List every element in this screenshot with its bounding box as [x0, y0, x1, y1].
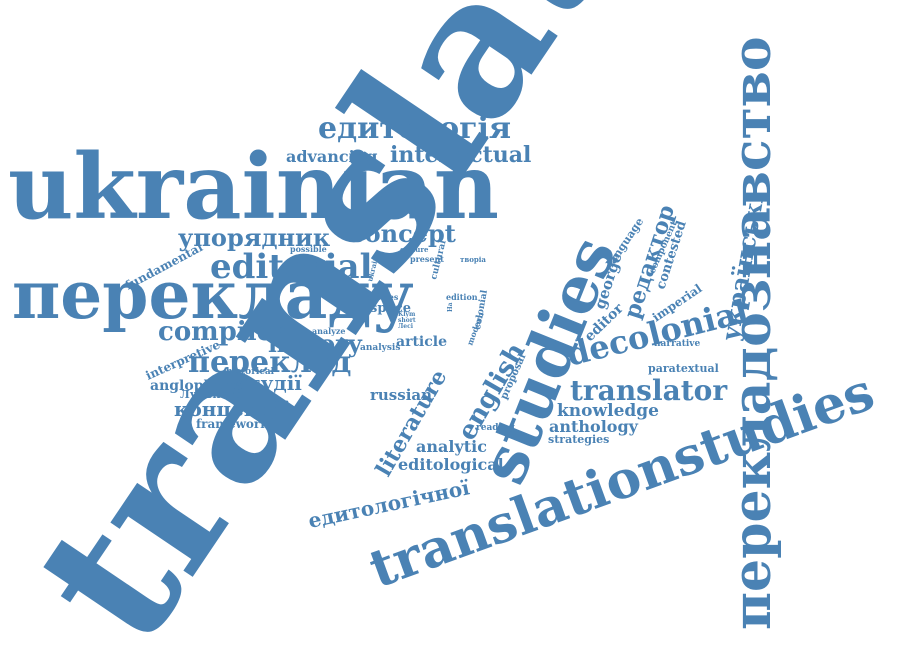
- word-compiler: compiler: [158, 317, 287, 347]
- word-culture: culture: [400, 245, 429, 254]
- word-anglophone: anglophone: [150, 378, 242, 394]
- word-historical: historical: [226, 367, 275, 377]
- word-tvoria: твоpia: [460, 255, 486, 264]
- word-analysis: analysis: [360, 343, 400, 353]
- word-paratextual: paratextual: [648, 362, 719, 375]
- word-lesi: Лесі: [398, 323, 414, 330]
- word-edition: edition: [446, 292, 478, 302]
- word-history: history: [268, 329, 363, 358]
- word-translator: translator: [570, 374, 728, 407]
- word-analyze: analyze: [312, 326, 346, 336]
- word-pereklad: переклад: [188, 345, 351, 380]
- word-stories: stories: [368, 292, 399, 302]
- word-narrative: narrative: [654, 339, 700, 349]
- word-knowledge: knowledge: [557, 401, 659, 421]
- word-concept: concept: [350, 219, 456, 248]
- word-present: present: [410, 254, 444, 264]
- word-edytolohiia: едитологія: [318, 111, 511, 146]
- word-analytic: analytic: [416, 437, 487, 456]
- word-framework: framework: [196, 417, 269, 431]
- word-kontseptsii: концепції: [174, 397, 289, 421]
- word-klym: Klym: [398, 311, 416, 318]
- word-possible: possible: [290, 244, 327, 254]
- word-anthology: anthology: [549, 417, 639, 436]
- word-lutskoho: Луцького: [180, 388, 242, 401]
- word-article: article: [396, 334, 447, 350]
- word-editorial: editorial: [210, 247, 373, 287]
- word-uporiadnyk: упорядник: [178, 223, 331, 252]
- word-perekladu: перекладу: [12, 256, 414, 334]
- word-intellectual: intellectual: [390, 142, 531, 168]
- word-studii: студії: [236, 371, 302, 395]
- word-advancing: advancing: [286, 147, 378, 166]
- word-ukrainian: ukrainian: [8, 134, 499, 240]
- word-reading: reading: [476, 423, 516, 433]
- word-short: short: [398, 317, 416, 324]
- word-russian: russian: [370, 386, 432, 404]
- word-space: space: [370, 301, 411, 316]
- word-editological: editological: [398, 455, 504, 474]
- word-perekladoznavstvo: перекладознавство: [722, 36, 783, 630]
- word-ha: Ha: [447, 302, 454, 312]
- word-strategies: strategies: [548, 433, 609, 446]
